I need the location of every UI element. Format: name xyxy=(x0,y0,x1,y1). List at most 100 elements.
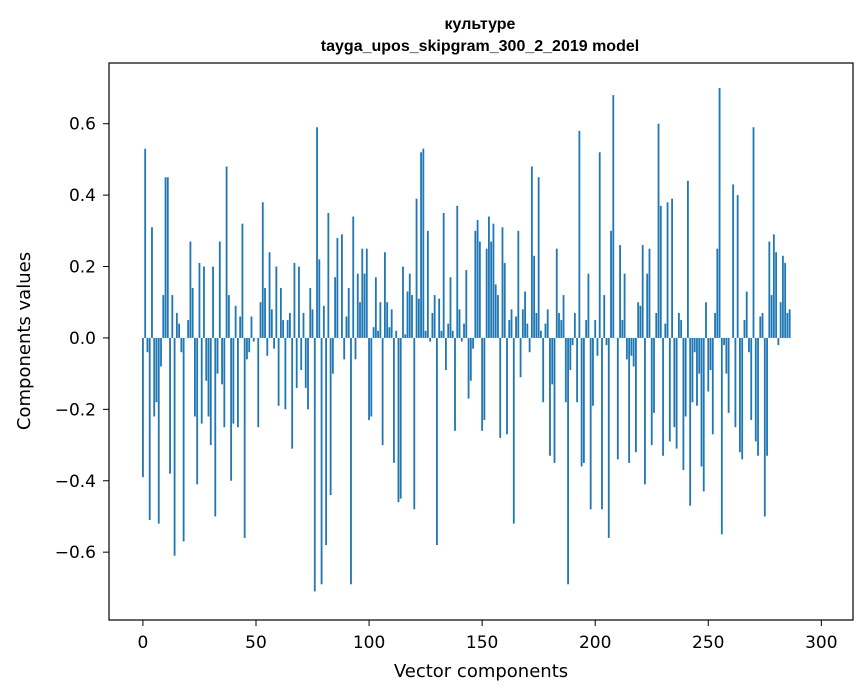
bar-12 xyxy=(169,337,171,474)
bar-167 xyxy=(519,337,522,378)
bar-251 xyxy=(709,337,712,371)
bar-175 xyxy=(537,177,540,338)
bar-284 xyxy=(784,262,787,338)
x-tick-label: 250 xyxy=(692,633,724,653)
bar-259 xyxy=(727,337,730,413)
bar-216 xyxy=(630,337,633,356)
bar-253 xyxy=(714,312,716,338)
bar-187 xyxy=(564,337,567,403)
bar-124 xyxy=(422,148,425,338)
bar-277 xyxy=(768,241,771,338)
bar-53 xyxy=(261,202,264,338)
bar-5 xyxy=(153,337,156,417)
bar-37 xyxy=(225,166,228,338)
bar-15 xyxy=(175,312,178,338)
x-axis-label: Vector components xyxy=(394,661,568,682)
bar-235 xyxy=(673,337,676,428)
chart-title-line-1: культуре xyxy=(445,16,516,33)
bar-79 xyxy=(320,337,323,585)
bar-166 xyxy=(517,230,520,338)
bar-39 xyxy=(230,337,233,481)
y-tick-label: 0.6 xyxy=(69,115,96,135)
bar-264 xyxy=(739,337,741,453)
bar-211 xyxy=(619,245,621,338)
bar-188 xyxy=(567,337,569,585)
x-tick-label: 200 xyxy=(579,633,611,653)
bar-26 xyxy=(200,337,203,424)
bar-33 xyxy=(216,337,219,374)
bar-255 xyxy=(718,87,721,338)
bar-42 xyxy=(237,337,239,428)
bar-214 xyxy=(625,337,628,360)
bar-243 xyxy=(691,337,694,403)
bar-149 xyxy=(478,241,481,338)
bar-137 xyxy=(451,330,454,338)
bar-10 xyxy=(164,177,167,338)
bar-101 xyxy=(370,337,373,417)
bar-13 xyxy=(171,295,174,338)
bar-92 xyxy=(350,337,352,585)
bar-111 xyxy=(393,337,395,463)
bar-182 xyxy=(553,337,556,463)
bar-17 xyxy=(180,337,183,353)
bar-161 xyxy=(506,337,508,435)
bar-2 xyxy=(146,337,149,353)
bar-221 xyxy=(641,245,644,338)
bar-94 xyxy=(354,337,357,360)
bar-154 xyxy=(490,241,493,338)
y-axis-ticks: −0.6 −0.4 −0.2 0.0 0.2 0.4 0.6 xyxy=(55,115,109,563)
bar-274 xyxy=(761,312,764,338)
bar-193 xyxy=(578,130,581,338)
bar-178 xyxy=(544,323,547,338)
bar-35 xyxy=(221,337,223,385)
bar-38 xyxy=(227,295,230,338)
bar-23 xyxy=(194,337,196,417)
bar-208 xyxy=(612,95,615,338)
bar-112 xyxy=(395,330,398,338)
bar-72 xyxy=(304,337,307,388)
bar-249 xyxy=(705,302,707,338)
bar-136 xyxy=(449,277,452,338)
bar-128 xyxy=(431,312,434,338)
bar-233 xyxy=(668,337,671,442)
bar-61 xyxy=(279,287,282,338)
bar-213 xyxy=(623,273,626,338)
bar-138 xyxy=(454,337,456,431)
bar-224 xyxy=(648,248,651,338)
bar-199 xyxy=(592,337,594,406)
bar-27 xyxy=(203,266,205,338)
bar-148 xyxy=(476,220,479,338)
y-tick-label: −0.6 xyxy=(55,543,96,563)
bar-58 xyxy=(273,337,275,349)
x-tick-label: 50 xyxy=(245,633,267,653)
bar-46 xyxy=(246,337,248,360)
y-tick-label: 0.2 xyxy=(69,258,96,278)
bar-65 xyxy=(289,312,291,338)
bar-80 xyxy=(322,305,325,338)
x-axis-ticks: 0 50 100 150 200 250 300 xyxy=(138,620,838,653)
bar-217 xyxy=(632,337,635,367)
bar-225 xyxy=(650,337,653,446)
bar-126 xyxy=(426,230,429,338)
bar-165 xyxy=(515,316,517,338)
bar-257 xyxy=(723,337,726,346)
bar-132 xyxy=(440,330,443,338)
bar-127 xyxy=(429,337,432,342)
y-tick-label: −0.2 xyxy=(55,400,96,420)
bar-78 xyxy=(318,259,321,338)
bar-227 xyxy=(655,312,658,338)
bar-67 xyxy=(293,262,296,338)
bar-8 xyxy=(160,337,162,367)
bar-117 xyxy=(406,291,409,338)
bar-24 xyxy=(196,337,199,485)
bar-123 xyxy=(420,152,422,338)
bar-184 xyxy=(558,312,560,338)
bar-91 xyxy=(347,287,350,338)
bar-270 xyxy=(752,127,755,338)
bar-102 xyxy=(372,327,375,338)
bar-180 xyxy=(549,337,551,456)
bar-73 xyxy=(307,337,309,410)
bar-254 xyxy=(716,248,719,338)
y-tick-label: −0.4 xyxy=(55,472,96,492)
